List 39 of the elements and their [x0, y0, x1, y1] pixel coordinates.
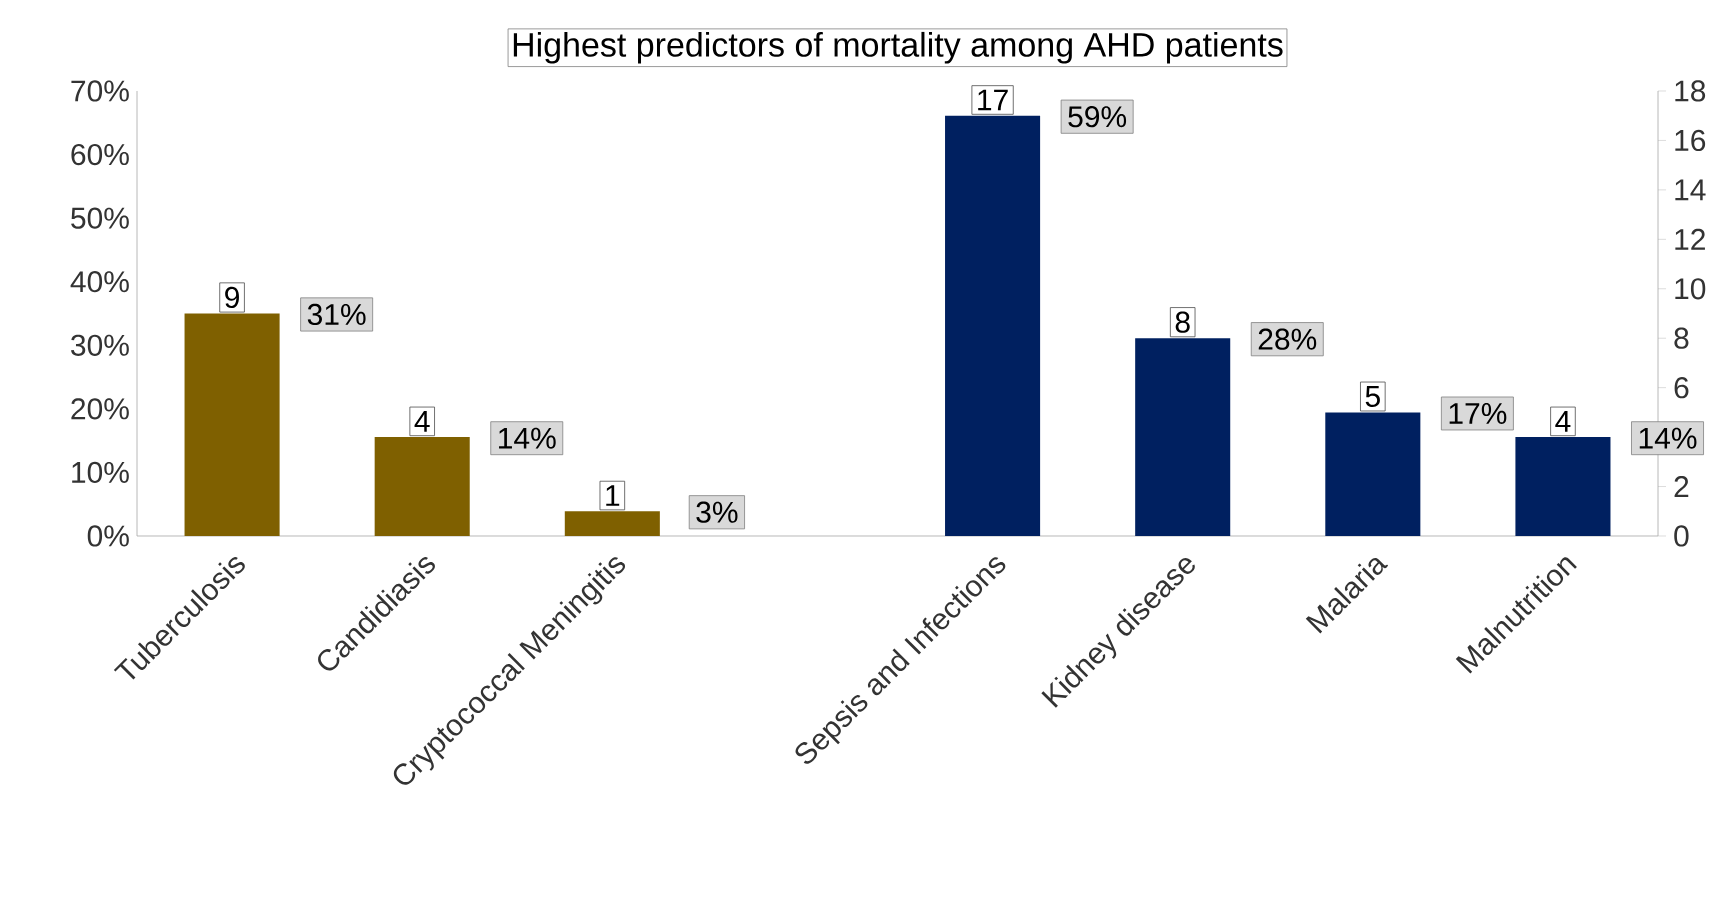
data-label: 4 [414, 411, 430, 432]
annotation: 28% [1258, 328, 1317, 350]
y-tick-label: 70% [71, 80, 129, 102]
data-label: 9 [225, 286, 239, 309]
y2-tick-label: 18 [1675, 80, 1706, 102]
y2-tick-label: 6 [1674, 377, 1689, 399]
y2-tick-label: 8 [1674, 327, 1689, 349]
y2-tick-label: 16 [1675, 129, 1706, 152]
y-tick-label: 60% [71, 143, 129, 166]
bar [1515, 437, 1611, 536]
y-tick-label: 20% [71, 398, 129, 420]
data-label: 5 [1365, 386, 1380, 407]
y-tick-label: 50% [71, 207, 129, 229]
data-label: 1 [606, 485, 620, 506]
y-tick-label: 30% [71, 334, 129, 356]
bar [564, 511, 660, 536]
annotation: 14% [499, 427, 556, 449]
y2-tick-label: 12 [1675, 228, 1705, 250]
bar [1325, 412, 1421, 536]
annotation: 31% [307, 303, 366, 326]
y2-tick-label: 10 [1675, 278, 1706, 300]
y2-tick-label: 0 [1674, 525, 1689, 547]
annotation: 14% [1639, 427, 1697, 449]
y2-tick-label: 14 [1675, 179, 1706, 201]
data-label: 4 [1555, 411, 1571, 432]
y-tick-label: 0% [87, 525, 129, 547]
chart-title: Highest predictors of mortality among AHD patients [513, 31, 1283, 64]
y2-tick-label: 2 [1674, 476, 1689, 498]
y-tick-label: 10% [72, 461, 129, 484]
annotation: 17% [1449, 403, 1507, 424]
annotation: 59% [1068, 106, 1127, 128]
y-tick-label: 40% [70, 271, 129, 293]
data-label: 8 [1175, 311, 1190, 333]
bar [945, 115, 1041, 536]
bar [374, 437, 470, 536]
bar [184, 313, 280, 536]
data-label: 17 [978, 89, 1008, 111]
annotation: 3% [696, 501, 738, 523]
bar [1135, 338, 1231, 536]
